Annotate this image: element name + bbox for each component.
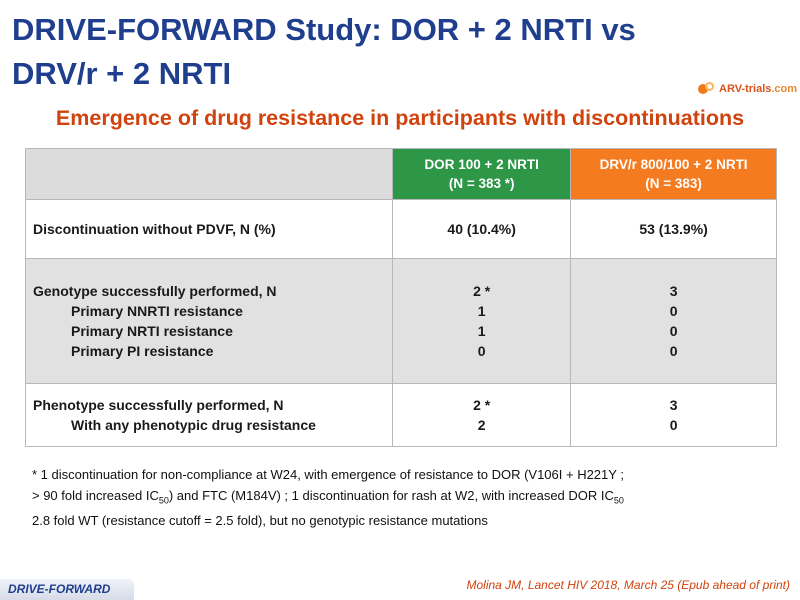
dor-phenotype-n: 2 *	[473, 397, 491, 413]
dor-nrti-value: 1	[477, 323, 486, 339]
drv-phenotype-n: 3	[669, 397, 678, 413]
phenotype-label: Phenotype successfully performed, N	[33, 397, 284, 413]
dor-genotype-n: 2 *	[473, 283, 491, 299]
drv-nrti-value: 0	[669, 323, 678, 339]
footnote-line-3: 2.8 fold WT (resistance cutoff = 2.5 fol…	[32, 512, 488, 528]
cell-dor-discontinuation: 40 (10.4%)	[392, 199, 572, 259]
drv-genotype-n: 3	[669, 283, 678, 299]
row-label-discontinuation: Discontinuation without PDVF, N (%)	[24, 199, 394, 259]
footnote-ic50-sub: 50	[158, 495, 169, 506]
header-drv-n: (N = 383)	[645, 176, 702, 191]
study-tab-label: DRIVE-FORWARD	[8, 582, 111, 596]
header-dor-name: DOR 100 + 2 NRTI	[424, 157, 539, 172]
logo-circles-icon	[698, 81, 716, 97]
logo-text-arv: ARV-trials	[719, 83, 772, 95]
footnote: * 1 discontinuation for non-compliance a…	[32, 465, 772, 531]
footnote-line-2: > 90 fold increased IC50) and FTC (M184V…	[32, 486, 772, 511]
header-dor-arm: DOR 100 + 2 NRTI (N = 383 *)	[392, 148, 572, 200]
footnote-line-2b: ) and FTC (M184V) ; 1 discontinuation fo…	[168, 487, 614, 503]
resistance-table: DOR 100 + 2 NRTI (N = 383 *) DRV/r 800/1…	[24, 148, 777, 447]
dor-pi-value: 0	[477, 343, 486, 359]
header-drv-arm: DRV/r 800/100 + 2 NRTI (N = 383)	[570, 148, 777, 200]
drv-nnrti-value: 0	[669, 303, 678, 319]
cell-drv-discontinuation: 53 (13.9%)	[570, 199, 777, 259]
logo-text-domain: .com	[771, 83, 798, 95]
footnote-line-1: * 1 discontinuation for non-compliance a…	[32, 467, 624, 482]
cell-dor-phenotype: 2 * 2	[392, 383, 572, 447]
nrti-resistance-label: Primary NRTI resistance	[71, 323, 233, 339]
arv-trials-logo: ARV-trials.com	[698, 78, 797, 100]
cell-dor-genotype: 2 * 1 1 0	[392, 258, 572, 384]
study-tab: DRIVE-FORWARD	[0, 578, 134, 600]
table-row-phenotype: Phenotype successfully performed, N With…	[24, 383, 777, 447]
header-blank-cell	[24, 148, 394, 200]
pi-resistance-label: Primary PI resistance	[71, 343, 214, 359]
cell-drv-phenotype: 3 0	[570, 383, 777, 447]
row-label-genotype: Genotype successfully performed, N Prima…	[24, 258, 394, 384]
drv-phenotypic-resistance-value: 0	[669, 417, 678, 433]
genotype-label: Genotype successfully performed, N	[33, 283, 277, 299]
dor-nnrti-value: 1	[477, 303, 486, 319]
cell-drv-genotype: 3 0 0 0	[570, 258, 777, 384]
header-dor-n: (N = 383 *)	[448, 176, 515, 191]
footnote-line-2a: > 90 fold increased IC	[32, 487, 159, 503]
table-row-genotype: Genotype successfully performed, N Prima…	[24, 258, 777, 384]
row-label-phenotype: Phenotype successfully performed, N With…	[24, 383, 394, 447]
drv-pi-value: 0	[669, 343, 678, 359]
nnrti-resistance-label: Primary NNRTI resistance	[71, 303, 243, 319]
header-drv-name: DRV/r 800/100 + 2 NRTI	[599, 157, 748, 172]
phenotypic-resistance-label: With any phenotypic drug resistance	[71, 417, 316, 433]
table-row-discontinuation: Discontinuation without PDVF, N (%) 40 (…	[24, 199, 777, 259]
dor-phenotypic-resistance-value: 2	[477, 417, 486, 433]
slide-subtitle: Emergence of drug resistance in particip…	[55, 106, 745, 130]
table-header-row: DOR 100 + 2 NRTI (N = 383 *) DRV/r 800/1…	[24, 148, 777, 200]
slide-title: DRIVE-FORWARD Study: DOR + 2 NRTI vs DRV…	[12, 12, 636, 91]
footnote-ic50-sub-2: 50	[613, 495, 624, 506]
citation: Molina JM, Lancet HIV 2018, March 25 (Ep…	[466, 578, 790, 592]
logo-text: ARV-trials.com	[719, 83, 797, 95]
